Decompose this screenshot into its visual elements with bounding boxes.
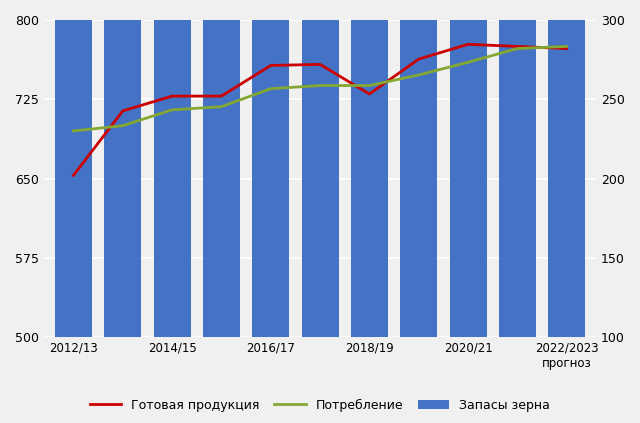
Bar — [203, 0, 240, 337]
Bar — [449, 0, 486, 337]
Bar — [301, 0, 339, 337]
Bar — [548, 0, 585, 337]
Bar — [154, 0, 191, 337]
Потребление — [168, 107, 176, 113]
Потребление — [513, 46, 521, 51]
Bar — [104, 0, 141, 337]
Line: Готовая продукция: Готовая продукция — [74, 44, 566, 176]
Готовая продукция — [563, 46, 570, 51]
Bar — [351, 0, 388, 337]
Потребление — [70, 129, 77, 134]
Bar — [55, 0, 92, 337]
Готовая продукция — [119, 108, 127, 113]
Готовая продукция — [415, 57, 422, 62]
Готовая продукция — [168, 93, 176, 99]
Потребление — [415, 72, 422, 77]
Готовая продукция — [267, 63, 275, 68]
Потребление — [464, 60, 472, 65]
Потребление — [563, 44, 570, 49]
Готовая продукция — [513, 44, 521, 49]
Потребление — [365, 83, 373, 88]
Готовая продукция — [316, 62, 324, 67]
Готовая продукция — [218, 93, 225, 99]
Потребление — [316, 83, 324, 88]
Готовая продукция — [365, 91, 373, 96]
Готовая продукция — [464, 42, 472, 47]
Готовая продукция — [70, 173, 77, 178]
Потребление — [119, 123, 127, 128]
Потребление — [267, 86, 275, 91]
Bar — [400, 0, 437, 337]
Bar — [252, 0, 289, 337]
Bar — [499, 0, 536, 337]
Потребление — [218, 104, 225, 109]
Legend: Готовая продукция, Потребление, Запасы зерна: Готовая продукция, Потребление, Запасы з… — [84, 394, 556, 417]
Line: Потребление: Потребление — [74, 47, 566, 131]
